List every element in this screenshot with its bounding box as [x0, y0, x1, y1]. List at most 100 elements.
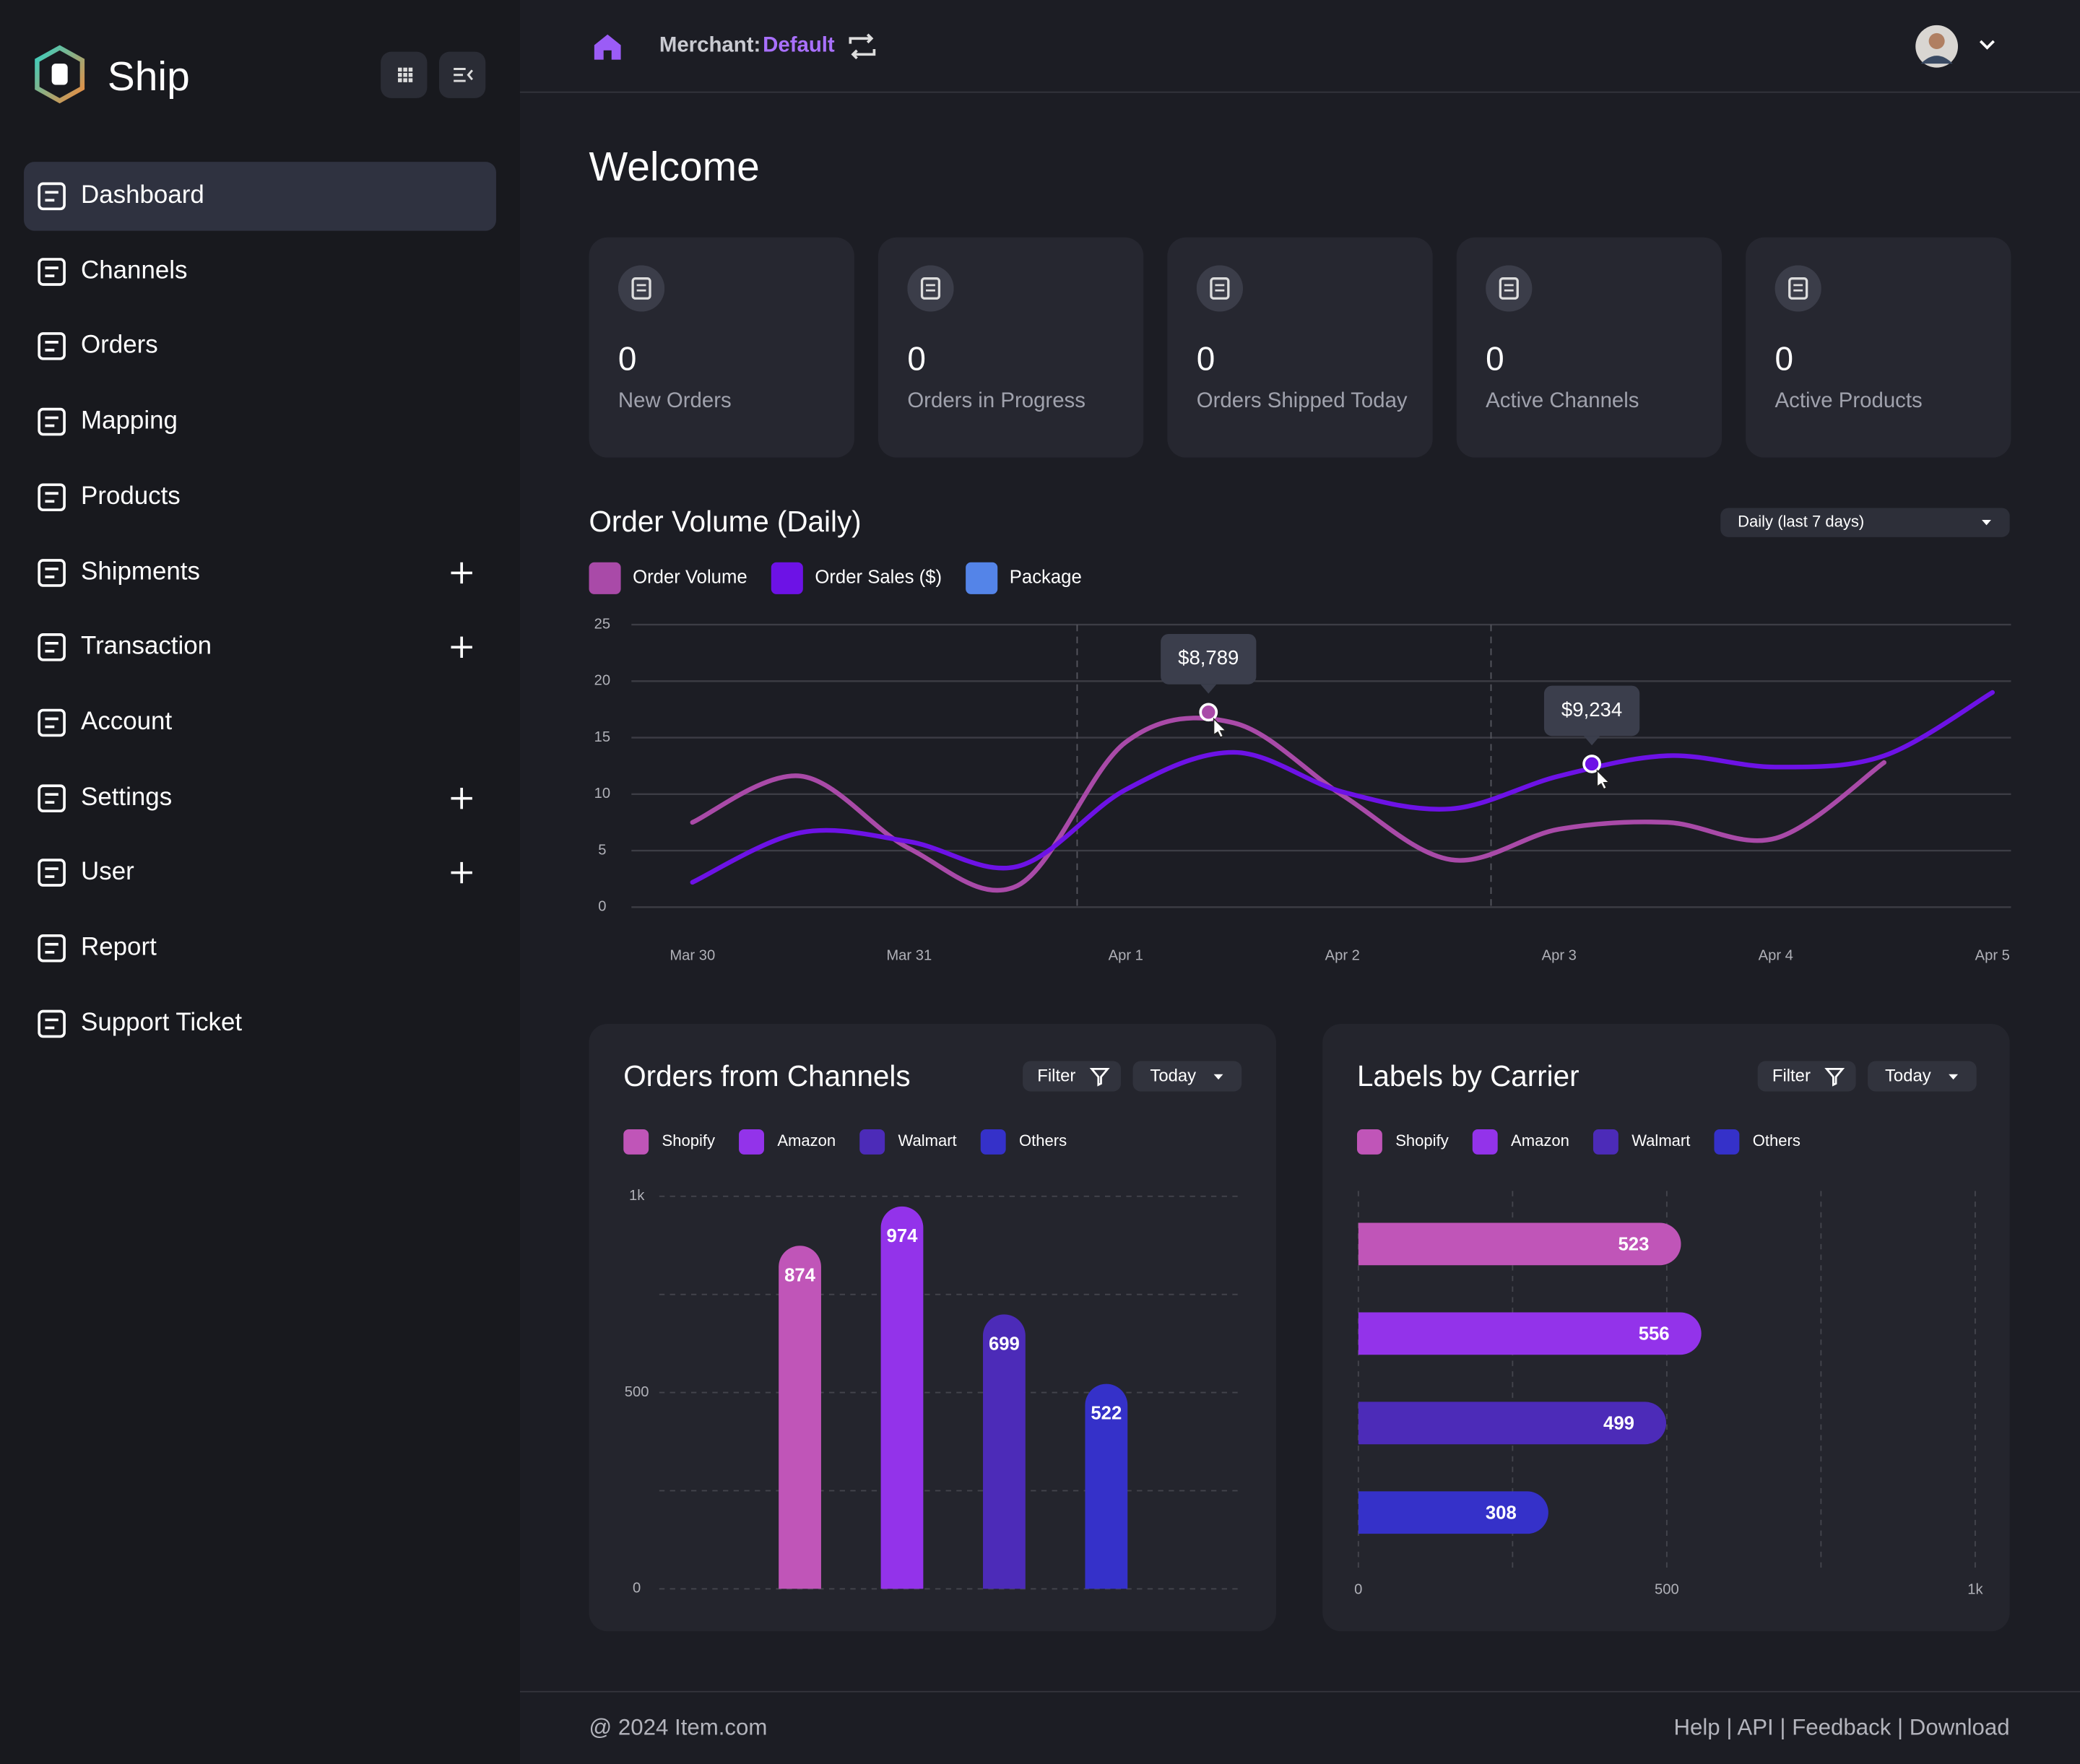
legend-swatch [739, 1129, 764, 1155]
legend-label: Amazon [1511, 1131, 1569, 1150]
legend-label: Walmart [1632, 1131, 1690, 1150]
stat-card: 0 Active Products [1746, 237, 2011, 458]
stat-label: Active Products [1774, 390, 1923, 413]
legend-label: Others [1753, 1131, 1800, 1150]
stat-value: 0 [1774, 341, 1794, 378]
nav-item[interactable]: Transaction [81, 633, 212, 661]
expand-icon [451, 561, 472, 583]
caret [1213, 1074, 1223, 1080]
nav-item[interactable]: Dashboard [81, 181, 204, 210]
stat-value: 0 [1196, 341, 1216, 378]
nav-icon [38, 182, 66, 211]
sidebar: Ship Dashboard Channels Orders Mapping Produ… [0, 0, 521, 1764]
nav-icon [38, 783, 66, 812]
legend-swatch [966, 562, 998, 594]
bar [1358, 1402, 1667, 1445]
y-tick-label: 10 [594, 786, 610, 801]
x-tick-label: Apr 3 [1542, 948, 1577, 964]
x-tick-label: Mar 30 [670, 948, 715, 964]
stat-icon [1196, 265, 1244, 312]
period-button[interactable] [1132, 1061, 1242, 1092]
bar-value-label: 499 [1603, 1413, 1634, 1433]
y-tick-label: 1k [629, 1188, 645, 1204]
expand-icon [451, 862, 472, 884]
collapse-button[interactable] [438, 51, 486, 98]
y-tick-label: 0 [633, 1581, 641, 1596]
nav-item[interactable]: Account [81, 708, 173, 737]
legend-label: Amazon [777, 1131, 836, 1150]
bar [880, 1206, 924, 1589]
chart-title: Labels by Carrier [1357, 1059, 1580, 1092]
x-tick-label: Apr 2 [1325, 948, 1360, 964]
bar-value-label: 974 [887, 1226, 919, 1246]
x-tick-label: 0 [1354, 1582, 1362, 1598]
legend-swatch [623, 1129, 649, 1155]
bar [779, 1246, 821, 1589]
caret [1949, 1074, 1959, 1080]
y-tick-label: 5 [598, 842, 606, 858]
stat-value: 0 [907, 341, 926, 378]
legend-swatch [1714, 1129, 1740, 1155]
legend-label: Order Sales ($) [815, 568, 942, 588]
y-tick-label: 20 [594, 673, 610, 689]
nav-item[interactable]: Support Ticket [81, 1009, 243, 1037]
nav-icon [38, 407, 66, 436]
bar-value-label: 874 [784, 1265, 816, 1285]
nav-item[interactable]: Settings [81, 783, 173, 812]
apps-button[interactable] [381, 51, 428, 98]
nav-item[interactable]: Shipments [81, 557, 200, 586]
tooltip-text: $8,789 [1178, 646, 1239, 669]
logo [35, 45, 85, 104]
nav-item[interactable]: Products [81, 482, 181, 510]
bar-value-label: 308 [1486, 1503, 1517, 1523]
switch-icon[interactable] [846, 30, 878, 62]
legend-swatch [589, 562, 621, 594]
stat-value: 0 [1486, 341, 1504, 378]
x-tick-label: Mar 31 [886, 948, 932, 964]
filter-icon [1089, 1068, 1110, 1087]
expand-icon [451, 636, 472, 659]
nav-icon [38, 483, 66, 511]
merchant-name[interactable]: Default [763, 34, 835, 57]
stat-icon [618, 265, 665, 312]
period-button[interactable] [1868, 1061, 1977, 1092]
brand: Ship [107, 53, 190, 100]
nav-item[interactable]: Channels [81, 256, 188, 285]
legend-swatch [1472, 1129, 1498, 1155]
tooltip [1543, 685, 1640, 737]
period-dropdown[interactable] [1720, 508, 2010, 537]
legend-label: Walmart [898, 1131, 956, 1150]
legend-swatch [859, 1129, 885, 1155]
nav-item[interactable]: Orders [81, 331, 158, 360]
nav-icon [38, 708, 66, 737]
cursor [1213, 717, 1227, 739]
stat-card: 0 Active Channels [1456, 237, 1722, 458]
home-icon[interactable] [592, 30, 623, 62]
stat-label: Active Channels [1486, 390, 1639, 413]
welcome-title: Welcome [589, 143, 760, 190]
merchant-label: Merchant: [659, 34, 761, 57]
nav-item[interactable]: Mapping [81, 407, 178, 435]
user-menu[interactable] [1914, 24, 2007, 69]
x-tick-label: 500 [1655, 1582, 1679, 1598]
stat-icon [1774, 265, 1821, 312]
legend-label: Others [1019, 1131, 1067, 1150]
stat-icon [907, 265, 954, 312]
filter-icon [1824, 1068, 1845, 1087]
nav-item[interactable]: User [81, 858, 134, 887]
copyright: @ 2024 Item.com [589, 1714, 768, 1740]
nav-active-bg [24, 162, 496, 231]
bar-value-label: 523 [1618, 1234, 1650, 1254]
tooltip [1161, 633, 1257, 685]
stat-card: 0 Orders in Progress [878, 237, 1144, 458]
footer-links[interactable]: Help | API | Feedback | Download [1673, 1714, 2010, 1740]
nav-icon [38, 1009, 66, 1038]
legend-swatch [980, 1129, 1006, 1155]
stat-label: Orders in Progress [907, 390, 1086, 413]
nav-item[interactable]: Report [81, 934, 157, 962]
filter-label: Filter [1037, 1066, 1075, 1086]
chart-title: Orders from Channels [623, 1059, 910, 1092]
bar [1085, 1383, 1128, 1589]
